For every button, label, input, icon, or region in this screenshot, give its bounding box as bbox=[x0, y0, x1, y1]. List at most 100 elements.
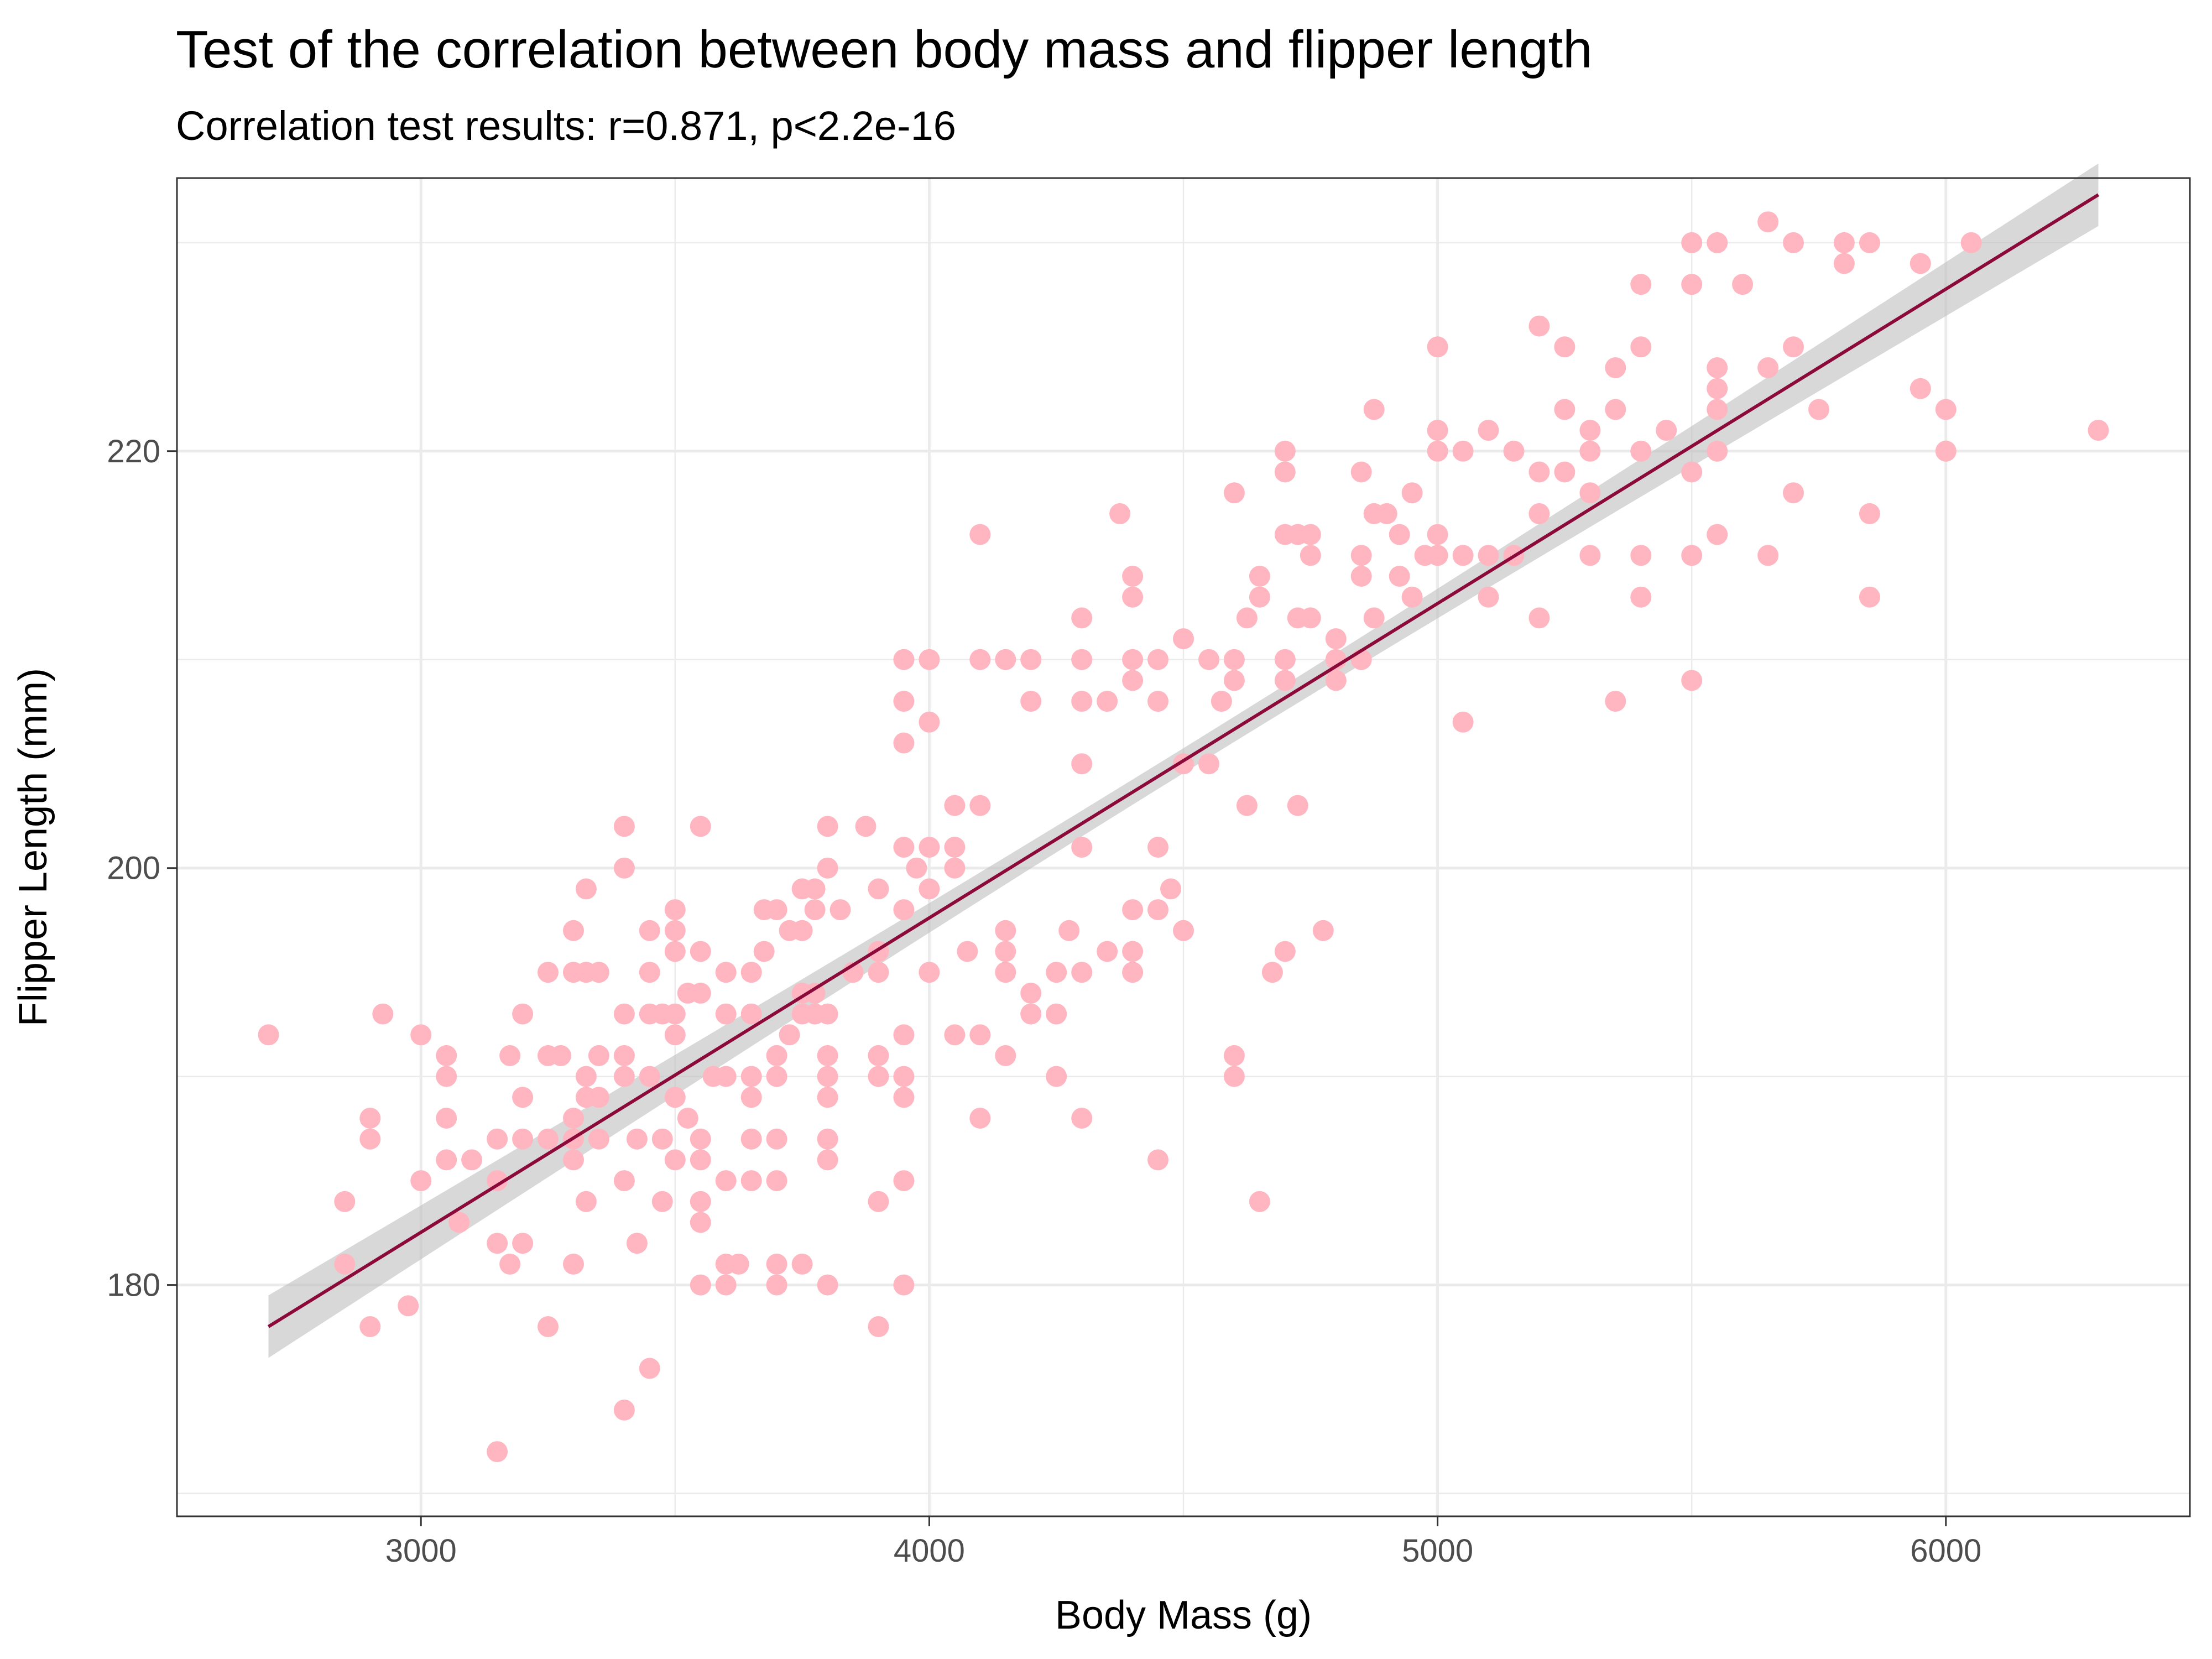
data-point bbox=[1478, 545, 1499, 566]
data-point bbox=[868, 1316, 889, 1337]
data-point bbox=[1681, 461, 1703, 483]
data-point bbox=[626, 1233, 648, 1254]
data-point bbox=[1300, 607, 1321, 629]
data-point bbox=[436, 1066, 457, 1087]
chart-title: Test of the correlation between body mas… bbox=[176, 20, 1593, 79]
data-point bbox=[1363, 607, 1385, 629]
data-point bbox=[538, 1316, 559, 1337]
data-point bbox=[563, 1108, 584, 1129]
data-point bbox=[1808, 399, 1829, 420]
data-point bbox=[893, 899, 915, 921]
data-point bbox=[1681, 670, 1703, 691]
data-point bbox=[728, 1253, 749, 1275]
data-point bbox=[1300, 545, 1321, 566]
data-point bbox=[512, 1233, 534, 1254]
data-point bbox=[1859, 586, 1880, 608]
data-point bbox=[1223, 670, 1245, 691]
data-point bbox=[766, 1066, 787, 1087]
data-point bbox=[448, 1212, 470, 1233]
data-point bbox=[740, 962, 762, 983]
data-point bbox=[1249, 566, 1270, 587]
data-point bbox=[1427, 524, 1448, 545]
data-point bbox=[359, 1316, 381, 1337]
data-point bbox=[1173, 920, 1194, 941]
data-point bbox=[639, 920, 660, 941]
data-point bbox=[588, 962, 609, 983]
data-point bbox=[512, 1087, 534, 1108]
data-point bbox=[588, 1087, 609, 1108]
data-point bbox=[334, 1253, 356, 1275]
data-point bbox=[715, 962, 737, 983]
data-point bbox=[817, 1149, 838, 1171]
data-point bbox=[1147, 649, 1168, 670]
data-point bbox=[1630, 440, 1652, 462]
data-point bbox=[1935, 440, 1957, 462]
data-point bbox=[1274, 649, 1296, 670]
data-point bbox=[677, 1108, 698, 1129]
data-point bbox=[1350, 545, 1372, 566]
data-point bbox=[1122, 941, 1144, 962]
data-point bbox=[487, 1170, 508, 1192]
data-point bbox=[1528, 503, 1550, 524]
data-point bbox=[499, 1253, 521, 1275]
data-point bbox=[1071, 753, 1093, 775]
chart-subtitle: Correlation test results: r=0.871, p<2.2… bbox=[176, 103, 956, 149]
data-point bbox=[1198, 649, 1219, 670]
data-point bbox=[995, 1045, 1016, 1066]
data-point bbox=[1312, 920, 1334, 941]
data-point bbox=[1452, 711, 1474, 733]
data-point bbox=[613, 1003, 635, 1025]
data-point bbox=[1325, 628, 1347, 650]
data-point bbox=[1198, 753, 1219, 775]
data-point bbox=[1249, 586, 1270, 608]
data-point bbox=[1109, 503, 1131, 524]
data-point bbox=[487, 1441, 508, 1463]
data-point bbox=[1783, 232, 1804, 253]
data-point bbox=[740, 1087, 762, 1108]
data-point bbox=[639, 962, 660, 983]
data-point bbox=[969, 524, 991, 545]
data-point bbox=[1452, 440, 1474, 462]
data-point bbox=[1554, 336, 1575, 358]
data-point bbox=[919, 649, 940, 670]
data-point bbox=[893, 649, 915, 670]
data-point bbox=[1211, 691, 1232, 712]
data-point bbox=[969, 1024, 991, 1046]
data-point bbox=[817, 1128, 838, 1150]
data-point bbox=[919, 962, 940, 983]
data-point bbox=[563, 920, 584, 941]
data-point bbox=[766, 1253, 787, 1275]
data-point bbox=[1859, 232, 1880, 253]
data-point bbox=[1071, 691, 1093, 712]
data-point bbox=[550, 1045, 571, 1066]
data-point bbox=[334, 1191, 356, 1212]
data-point bbox=[1427, 336, 1448, 358]
data-point bbox=[791, 920, 813, 941]
data-point bbox=[410, 1170, 432, 1192]
data-point bbox=[1071, 649, 1093, 670]
data-point bbox=[664, 920, 686, 941]
data-point bbox=[461, 1149, 483, 1171]
data-point bbox=[1376, 503, 1397, 524]
data-point bbox=[893, 732, 915, 754]
data-point bbox=[1528, 607, 1550, 629]
data-point bbox=[957, 941, 978, 962]
data-point bbox=[1579, 482, 1601, 504]
data-point bbox=[1223, 649, 1245, 670]
data-point bbox=[944, 1024, 966, 1046]
data-point bbox=[690, 1274, 711, 1296]
data-point bbox=[766, 1170, 787, 1192]
plot-border bbox=[176, 177, 2191, 1517]
data-point bbox=[969, 795, 991, 816]
data-point bbox=[1605, 691, 1626, 712]
data-point bbox=[651, 1128, 673, 1150]
data-point bbox=[1783, 336, 1804, 358]
data-point bbox=[613, 1399, 635, 1421]
data-point bbox=[1707, 399, 1728, 420]
data-point bbox=[690, 941, 711, 962]
data-point bbox=[868, 1045, 889, 1066]
data-point bbox=[690, 1149, 711, 1171]
data-point bbox=[893, 691, 915, 712]
data-point bbox=[1173, 628, 1194, 650]
data-point bbox=[830, 899, 851, 921]
